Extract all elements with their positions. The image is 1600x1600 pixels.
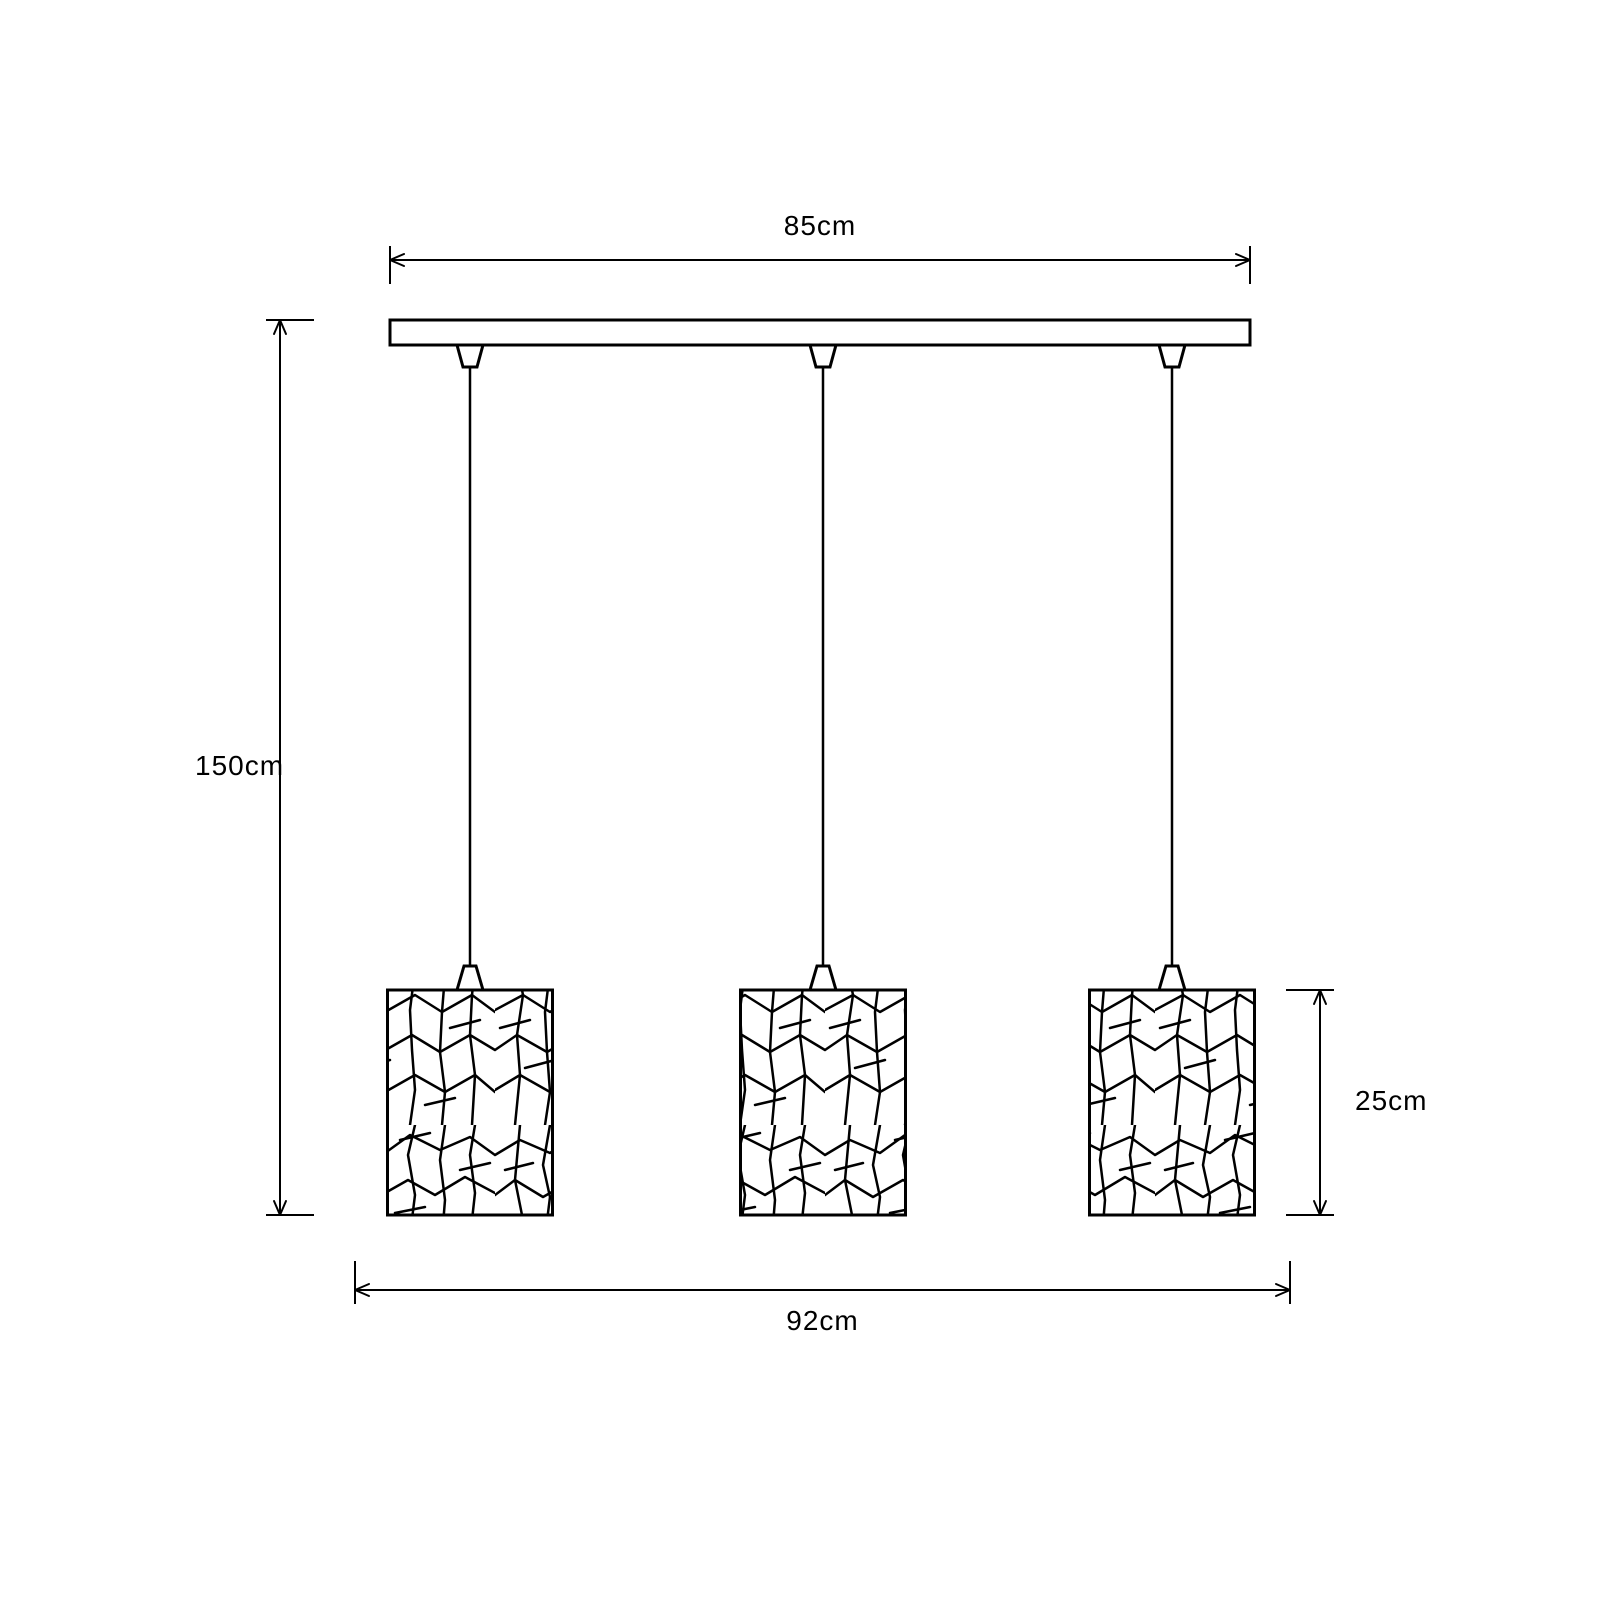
label-top-width: 85cm (784, 210, 856, 241)
label-left-height: 150cm (195, 750, 284, 781)
label-right-shade-height: 25cm (1355, 1085, 1427, 1116)
drawing-group (388, 320, 1255, 1215)
label-bottom-width: 92cm (786, 1305, 858, 1336)
pendant-light-dimension-diagram: 85cm 150cm 92cm 25cm (0, 0, 1600, 1600)
